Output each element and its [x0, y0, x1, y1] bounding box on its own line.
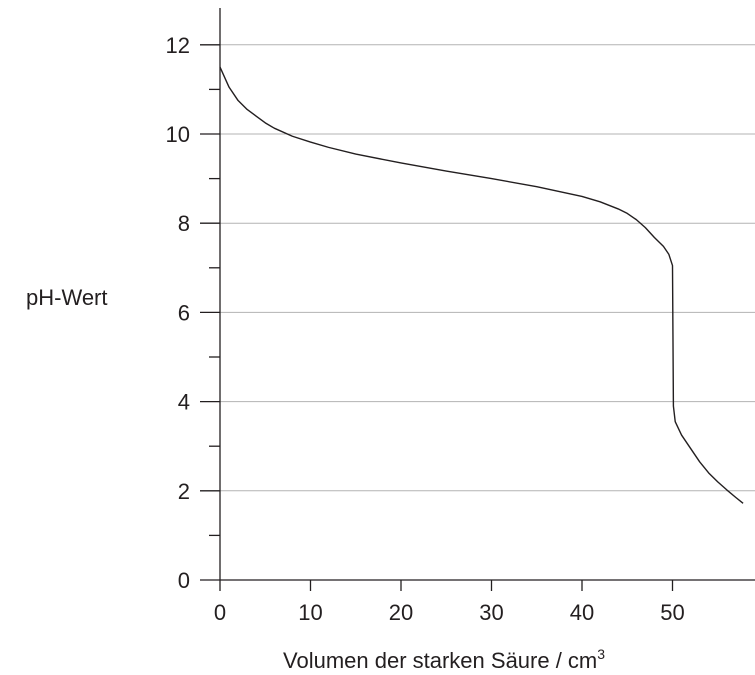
x-tick-label-30: 30: [479, 600, 503, 625]
series-line: [219, 66, 744, 504]
y-tick-label-10: 10: [166, 122, 190, 147]
y-tick-label-12: 12: [166, 33, 190, 58]
y-tick-label-4: 4: [178, 390, 190, 415]
y-tick-label-6: 6: [178, 300, 190, 325]
y-tick-label-2: 2: [178, 479, 190, 504]
x-tick-label-50: 50: [660, 600, 684, 625]
x-axis-label-superscript: 3: [597, 646, 605, 662]
x-tick-label-10: 10: [298, 600, 322, 625]
x-tick-label-0: 0: [214, 600, 226, 625]
x-tick-label-20: 20: [389, 600, 413, 625]
axes: [219, 8, 755, 581]
x-axis-label-text: Volumen der starken Säure / cm: [283, 648, 597, 673]
x-axis-label: Volumen der starken Säure / cm3: [283, 646, 605, 673]
y-tick-label-0: 0: [178, 568, 190, 593]
x-tick-label-40: 40: [570, 600, 594, 625]
grid-lines: [220, 44, 755, 492]
y-axis-label: pH-Wert: [26, 285, 108, 310]
plot-area: [219, 66, 744, 504]
ticks: 0 2 4 6 8 10 12 0 10 20 30 40 50: [166, 33, 685, 625]
y-tick-label-8: 8: [178, 211, 190, 236]
